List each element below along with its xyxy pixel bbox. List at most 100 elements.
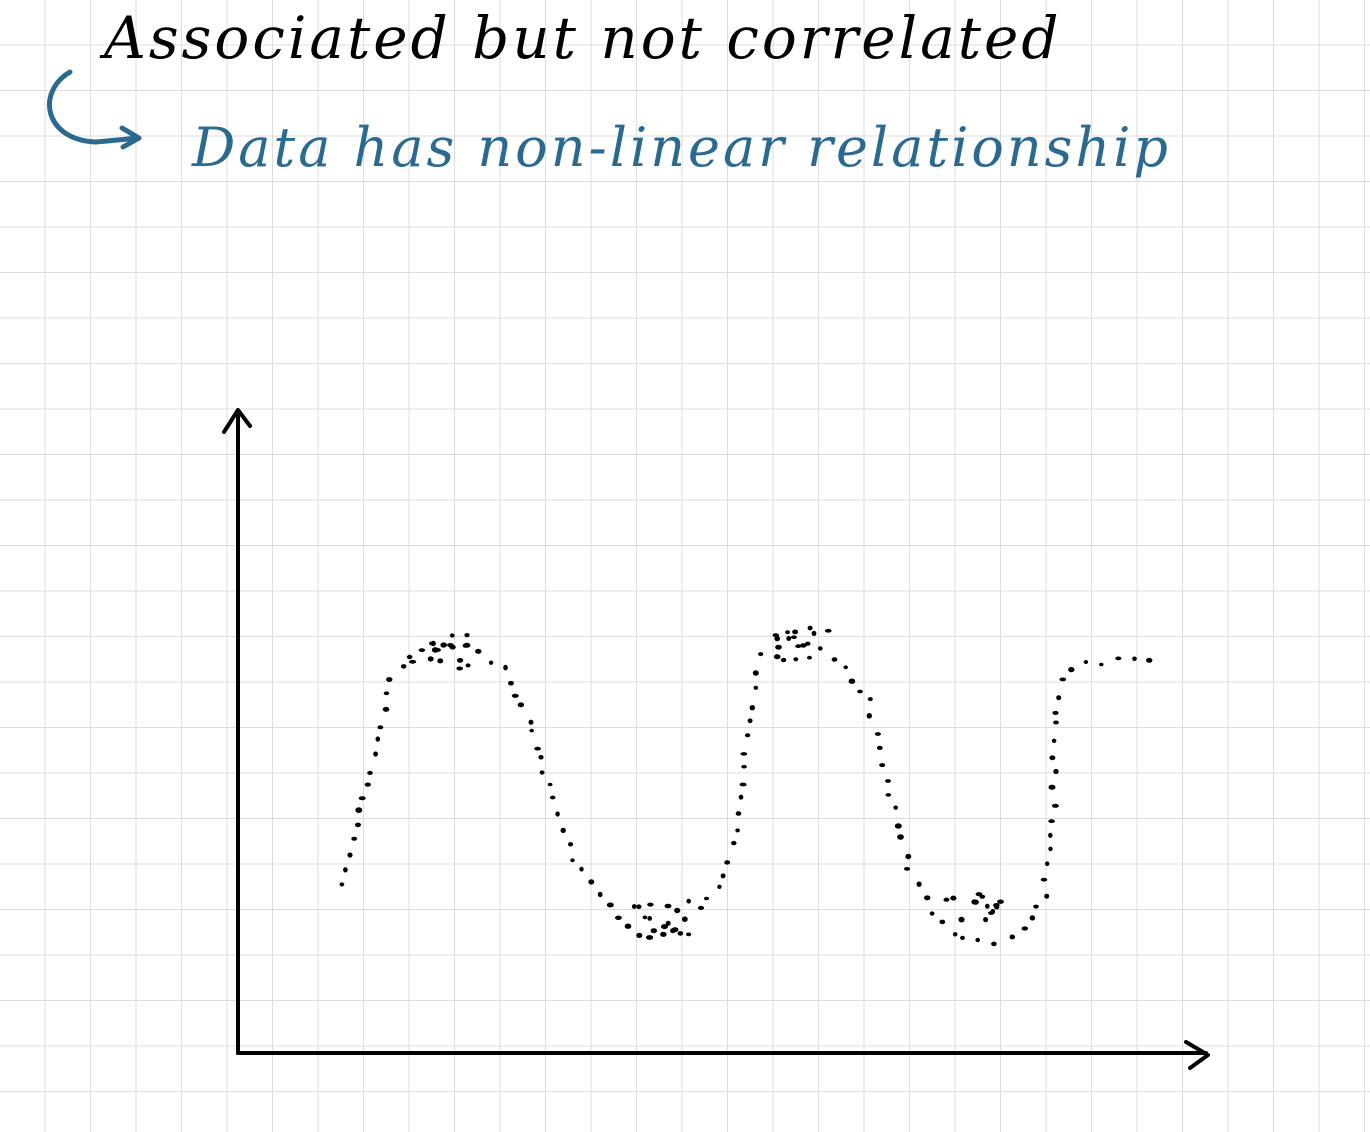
scatter-dot [744,733,751,738]
scatter-dot [1132,656,1137,662]
scatter-dot [1053,720,1059,725]
scatter-dot [749,705,755,711]
scatter-dot [848,678,856,684]
scatter-dot [1048,819,1055,824]
scatter-dot [1083,660,1089,664]
scatter-dot [560,827,566,834]
scatter-dot [642,915,648,920]
scatter-dot [724,860,731,865]
scatter-dot [538,755,544,760]
scatter-dot [905,853,912,860]
scatter-dot [555,811,560,817]
scatter-dot [958,916,965,923]
note-subtitle: Data has non-linear relationship [192,116,1171,179]
scatter-dot [511,693,519,698]
scatter-dot [358,796,366,801]
scatter-dot [1021,926,1029,931]
scatter-dot [786,636,792,641]
scatter-dot [774,635,780,642]
scatter-dot [677,931,684,936]
scatter-dot [831,657,838,662]
scatter-dot [661,924,668,930]
scatter-dot [894,823,902,829]
scatter-dot [1049,755,1056,761]
scatter-dot [549,795,556,800]
scatter-dot [367,770,373,775]
scatter-dot [740,752,748,756]
scatter-dot [800,643,807,648]
scatter-dot [752,670,759,676]
scatter-dot [382,706,390,712]
scatter-dot [615,915,622,920]
scatter-dot [624,923,632,929]
scatter-dot [1068,666,1075,673]
scatter-dot [517,702,525,708]
scatter-dot [650,928,657,934]
scatter-dot [508,680,514,686]
scatter-dot [670,928,676,934]
scatter-dot [979,894,986,899]
scatter-dot [773,654,781,660]
scatter-dot [738,794,744,800]
scatter-dot [447,643,454,648]
scatter-dot [811,630,817,637]
scatter-dot [997,899,1004,904]
scatter-dot [568,842,574,847]
scatter-dot [885,779,891,783]
scatter-dot [440,642,448,648]
x-axis [236,1040,1210,1070]
scatter-dot [339,882,345,887]
scatter-dot [1146,657,1153,663]
scatter-dot [646,935,654,940]
scatter-dot [879,763,886,768]
scatter-dot [720,873,726,879]
scatter-dot [686,932,692,937]
scatter-dot [739,782,747,787]
scatter-dot [741,764,747,769]
scatter-dot [747,718,753,724]
scatter-dot [703,896,710,901]
scatter-dot [1115,656,1122,661]
scatter-dot [674,907,681,914]
scatter-dot [1033,904,1039,909]
scatter-dot [780,657,787,663]
scatter-dot [843,665,848,670]
scatter-dot [437,658,444,664]
scatter-dot [429,641,435,646]
scatter-dot [660,931,667,937]
scatter-dot [456,658,464,663]
scatter-dot [539,770,545,775]
scatter-dot [1052,710,1059,715]
scatter-dot [1059,677,1067,682]
scatter-dot [351,836,358,841]
scatter-dot [939,919,946,925]
scatter-dot [988,911,995,915]
scatter-dot [790,635,797,639]
scatter-dot [952,932,958,937]
scatter-dots [339,625,1153,947]
scatter-dot [975,937,980,943]
scatter-dot [528,719,534,725]
scatter-dot [697,905,705,910]
scatter-dot [373,751,378,757]
scatter-dot [503,664,508,671]
scatter-dot [377,725,384,730]
scatter-dot [456,666,464,671]
scatter-dot [364,782,371,787]
y-axis [222,408,252,1055]
scatter-dot [1051,803,1059,808]
scatter-dot [1048,784,1056,790]
scatter-dot [817,646,823,651]
scatter-dot [464,633,470,638]
scatter-dot [805,641,811,646]
scatter-dot [876,745,883,751]
scatter-dot [1051,738,1057,743]
scatter-dot [529,728,534,733]
scatter-dot [993,903,1000,908]
scatter-dot [355,807,363,813]
scatter-dot [355,822,361,828]
scatter-dot [347,852,353,858]
scatter-dot [449,633,455,638]
scatter-dot [686,898,691,904]
